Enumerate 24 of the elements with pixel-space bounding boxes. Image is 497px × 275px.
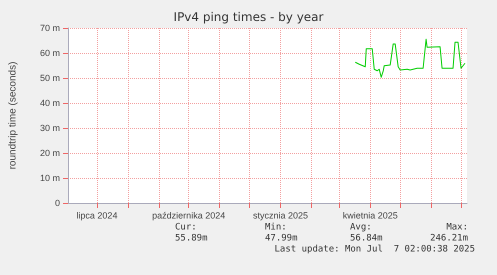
x-tick-label: października 2024 xyxy=(152,210,226,220)
x-tick-label: kwietnia 2025 xyxy=(342,210,398,220)
text: Min: xyxy=(265,222,287,232)
y-tick-label: 60 m xyxy=(40,48,60,58)
text: Max: xyxy=(446,222,468,232)
text: 246.21m xyxy=(430,234,468,244)
line-series xyxy=(354,38,466,78)
y-tick-label: 70 m xyxy=(40,23,60,33)
y-tick-label: 30 m xyxy=(40,123,60,133)
text: Avg: xyxy=(350,222,372,232)
text: 47.99m xyxy=(265,234,298,244)
y-tick-label: 10 m xyxy=(40,173,60,183)
y-tick-label: 50 m xyxy=(40,73,60,83)
text: Cur: xyxy=(175,222,197,232)
y-tick-label: 20 m xyxy=(40,148,60,158)
y-tick-label: 40 m xyxy=(40,98,60,108)
y-tick-label: 0 xyxy=(54,198,60,208)
x-tick-label: lipca 2024 xyxy=(76,210,118,220)
text: 56.84m xyxy=(350,234,383,244)
x-tick-label: stycznia 2025 xyxy=(252,210,308,220)
y-axis-title: roundtrip time (seconds) xyxy=(8,62,18,170)
text: Last update: Mon Jul 7 02:00:38 2025 xyxy=(274,244,475,254)
chart-title: IPv4 ping times - by year xyxy=(174,10,324,24)
text: 55.89m xyxy=(175,234,208,244)
